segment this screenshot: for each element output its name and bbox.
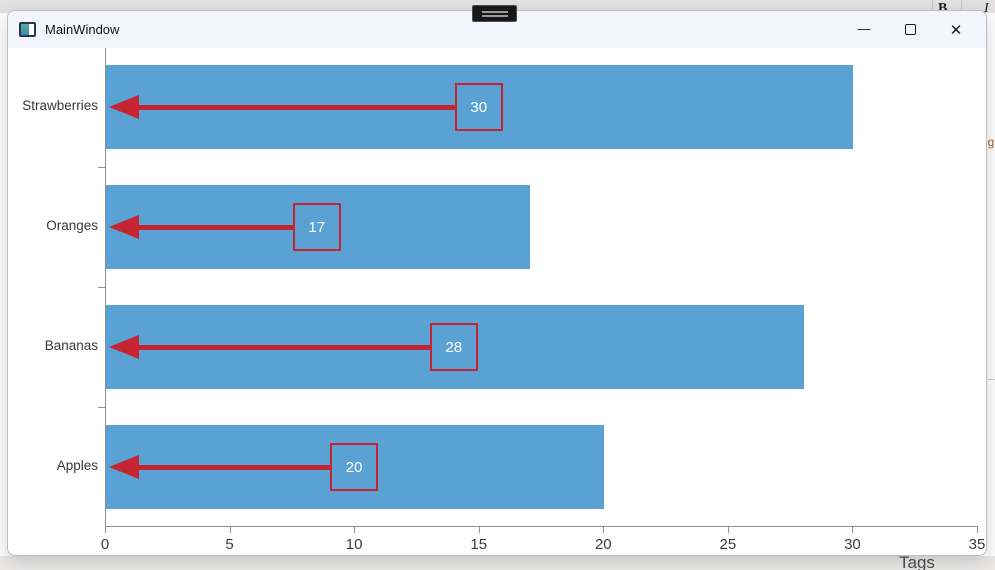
category-label: Apples xyxy=(56,458,98,473)
x-axis-tick xyxy=(603,527,605,533)
annotation-arrow-line xyxy=(132,464,331,470)
toolbar-divider xyxy=(932,0,933,13)
window-title: MainWindow xyxy=(45,22,120,37)
left-arrow-icon xyxy=(109,95,139,119)
background-italic-button[interactable]: I xyxy=(984,1,989,13)
x-tick-label: 5 xyxy=(225,536,234,553)
x-axis-tick xyxy=(977,527,978,533)
toolbar-divider xyxy=(961,0,962,13)
x-tick-label: 20 xyxy=(594,536,612,553)
value-annotation-box: 20 xyxy=(330,443,379,491)
x-tick-label: 10 xyxy=(345,536,363,553)
x-tick-label: 15 xyxy=(470,536,488,553)
value-annotation-box: 30 xyxy=(454,83,503,131)
x-tick-label: 25 xyxy=(719,536,737,553)
y-axis-line xyxy=(105,47,106,527)
left-arrow-icon xyxy=(109,215,139,239)
minimize-icon: — xyxy=(857,21,871,36)
grab-handle-line xyxy=(481,14,508,17)
annotation-arrow-line xyxy=(132,344,430,350)
value-annotation-box: 17 xyxy=(292,203,341,251)
x-axis-line xyxy=(105,526,978,527)
y-axis-tick xyxy=(98,167,105,168)
main-window: 0 5 10 15 20 25 30 35 Strawberries 30 Oranges 17 Ban… xyxy=(7,10,987,556)
close-icon: ✕ xyxy=(949,21,963,39)
category-label: Bananas xyxy=(44,338,98,353)
annotation-arrow-line xyxy=(132,224,293,230)
left-arrow-icon xyxy=(109,335,139,359)
x-axis-tick xyxy=(354,527,356,533)
x-axis-tick xyxy=(727,527,729,533)
annotation-arrow-line xyxy=(132,104,455,110)
y-axis-tick xyxy=(98,407,105,408)
category-label: Oranges xyxy=(46,218,98,233)
x-axis-tick xyxy=(478,527,480,533)
bar-chart-plot-area: 0 5 10 15 20 25 30 35 Strawberries 30 Oranges 17 Ban… xyxy=(8,11,986,555)
x-axis-tick xyxy=(852,527,854,533)
x-axis-tick xyxy=(229,527,231,533)
window-controls: — ✕ xyxy=(841,11,979,48)
minimize-button[interactable]: — xyxy=(841,11,887,48)
background-bottom-strip xyxy=(0,556,995,570)
background-cell-border xyxy=(988,379,995,380)
x-axis-tick xyxy=(105,527,106,533)
close-button[interactable]: ✕ xyxy=(933,11,979,48)
grab-handle-icon[interactable] xyxy=(472,5,517,22)
x-tick-label: 30 xyxy=(844,536,861,553)
background-tags-label: Tags xyxy=(899,553,935,570)
value-annotation-box: 28 xyxy=(429,323,478,371)
maximize-button[interactable] xyxy=(887,11,933,48)
x-tick-label: 35 xyxy=(968,536,986,553)
background-bold-button[interactable]: B xyxy=(938,1,948,13)
category-label: Strawberries xyxy=(22,98,98,113)
maximize-icon xyxy=(904,24,916,35)
left-arrow-icon xyxy=(109,455,139,479)
y-axis-tick xyxy=(98,287,105,288)
grab-handle-line xyxy=(481,10,508,13)
app-window-icon xyxy=(19,22,36,37)
x-tick-label: 0 xyxy=(100,536,110,553)
